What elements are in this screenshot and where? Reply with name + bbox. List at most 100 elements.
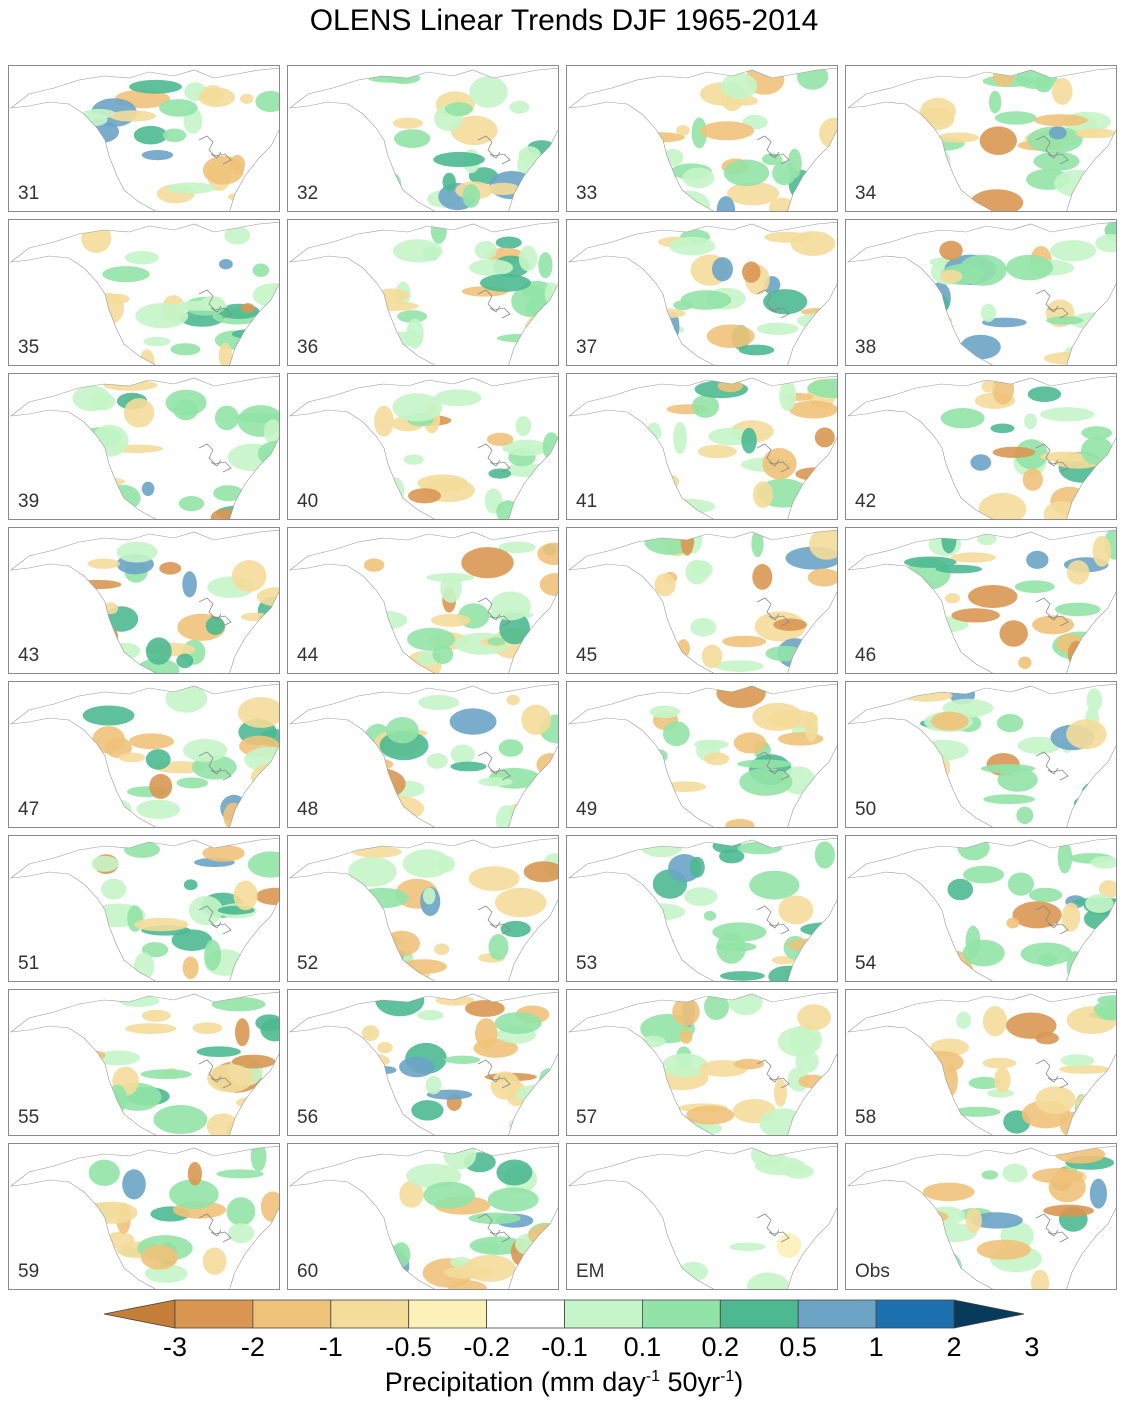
- map-panel-35: 35: [8, 219, 280, 366]
- panel-label: 38: [855, 337, 877, 358]
- precip-trend-map: [288, 67, 558, 211]
- precip-trend-map: [567, 375, 837, 519]
- colorbar: [103, 1299, 1025, 1329]
- precip-trend-map: [9, 221, 279, 365]
- precip-trend-map: [288, 1145, 558, 1289]
- panel-label: 56: [297, 1107, 319, 1128]
- panel-label: 51: [18, 953, 40, 974]
- panel-label: 60: [297, 1261, 319, 1282]
- precip-trend-map: [846, 1145, 1116, 1289]
- colorbar-tick-label: -3: [162, 1332, 188, 1362]
- precip-trend-map: [567, 837, 837, 981]
- panel-label: 40: [297, 491, 319, 512]
- map-panel-43: 43: [8, 527, 280, 674]
- precip-trend-map: [846, 991, 1116, 1135]
- precip-trend-map: [9, 1145, 279, 1289]
- colorbar-tick-labels: -3 -2 -1 -0.5 -0.2 -0.1 0.1 0.2 0.5 1 2 3: [0, 1332, 1128, 1366]
- precip-trend-map: [846, 529, 1116, 673]
- colorbar-title-unit: 50yr: [660, 1367, 721, 1397]
- colorbar-segment: [330, 1299, 410, 1329]
- colorbar-title-text: Precipitation (mm day: [384, 1367, 646, 1397]
- map-panel-60: 60: [287, 1143, 559, 1290]
- precip-trend-map: [288, 683, 558, 827]
- map-panel-56: 56: [287, 989, 559, 1136]
- panel-label: 49: [576, 799, 598, 820]
- map-panel-38: 38: [845, 219, 1117, 366]
- map-panel-57: 57: [566, 989, 838, 1136]
- panel-label: 59: [18, 1261, 40, 1282]
- panel-label: 35: [18, 337, 40, 358]
- map-panel-44: 44: [287, 527, 559, 674]
- map-panel-39: 39: [8, 373, 280, 520]
- colorbar-segment: [174, 1299, 254, 1329]
- precip-trend-map: [567, 683, 837, 827]
- precip-trend-map: [288, 375, 558, 519]
- colorbar-tick-label: -2: [240, 1332, 265, 1362]
- map-panel-58: 58: [845, 989, 1117, 1136]
- panel-label: 37: [576, 337, 598, 358]
- colorbar-tick-label: -0.2: [463, 1332, 510, 1362]
- panel-label: 41: [576, 491, 598, 512]
- colorbar-tick-label: 1: [868, 1332, 884, 1362]
- map-panel-40: 40: [287, 373, 559, 520]
- map-panel-54: 54: [845, 835, 1117, 982]
- panel-grid: 31 32 33 34 35 36 37 38 39 40 41 42 43 44 45 46 47 48 49 50…: [8, 65, 1120, 1290]
- precip-trend-map: [846, 837, 1116, 981]
- precip-trend-map: [567, 529, 837, 673]
- panel-label: 33: [576, 183, 598, 204]
- panel-label: 32: [297, 183, 319, 204]
- colorbar-tick-label: 0.5: [779, 1332, 817, 1362]
- panel-label: 42: [855, 491, 877, 512]
- map-panel-33: 33: [566, 65, 838, 212]
- colorbar-title-exponent-2: -1: [720, 1368, 735, 1385]
- map-panel-36: 36: [287, 219, 559, 366]
- precip-trend-map: [846, 221, 1116, 365]
- map-panel-50: 50: [845, 681, 1117, 828]
- map-panel-45: 45: [566, 527, 838, 674]
- panel-label: 54: [855, 953, 877, 974]
- map-panel-EM: EM: [566, 1143, 838, 1290]
- colorbar-segment: [564, 1299, 643, 1329]
- precip-trend-map: [846, 67, 1116, 211]
- map-panel-46: 46: [845, 527, 1117, 674]
- precip-trend-map: [288, 991, 558, 1135]
- map-panel-41: 41: [566, 373, 838, 520]
- colorbar-segment: [719, 1299, 799, 1329]
- map-panel-51: 51: [8, 835, 280, 982]
- colorbar-tick-label: 0.1: [623, 1332, 662, 1362]
- colorbar-segment: [252, 1299, 332, 1329]
- precip-trend-map: [9, 67, 279, 211]
- precip-trend-map: [567, 221, 837, 365]
- panel-label: 53: [576, 953, 598, 974]
- panel-label: 36: [297, 337, 319, 358]
- colorbar-title-close: ): [734, 1367, 744, 1397]
- map-panel-42: 42: [845, 373, 1117, 520]
- map-panel-Obs: Obs: [845, 1143, 1117, 1290]
- colorbar-segment: [408, 1299, 488, 1329]
- precip-trend-map: [9, 991, 279, 1135]
- map-panel-32: 32: [287, 65, 559, 212]
- panel-label: 52: [297, 953, 319, 974]
- panel-label: 50: [855, 799, 877, 820]
- colorbar-segment: [797, 1299, 877, 1329]
- colorbar-tick-label: -0.5: [385, 1332, 432, 1362]
- map-panel-31: 31: [8, 65, 280, 212]
- precip-trend-map: [9, 683, 279, 827]
- panel-label: 47: [18, 799, 40, 820]
- panel-label: 44: [297, 645, 319, 666]
- colorbar-tick-label: -1: [318, 1332, 343, 1362]
- panel-label: 55: [18, 1107, 40, 1128]
- panel-label: 43: [18, 645, 40, 666]
- colorbar-tick-label: 3: [1024, 1332, 1040, 1362]
- panel-label: 57: [576, 1107, 598, 1128]
- map-panel-34: 34: [845, 65, 1117, 212]
- precip-trend-map: [288, 529, 558, 673]
- precip-trend-map: [567, 67, 837, 211]
- precip-trend-map: [288, 221, 558, 365]
- panel-label: Obs: [855, 1261, 890, 1282]
- colorbar-tick-label: 0.2: [701, 1332, 740, 1362]
- colorbar-tick-label: -0.1: [541, 1332, 588, 1362]
- map-panel-53: 53: [566, 835, 838, 982]
- precip-trend-map: [9, 529, 279, 673]
- precip-trend-map: [567, 991, 837, 1135]
